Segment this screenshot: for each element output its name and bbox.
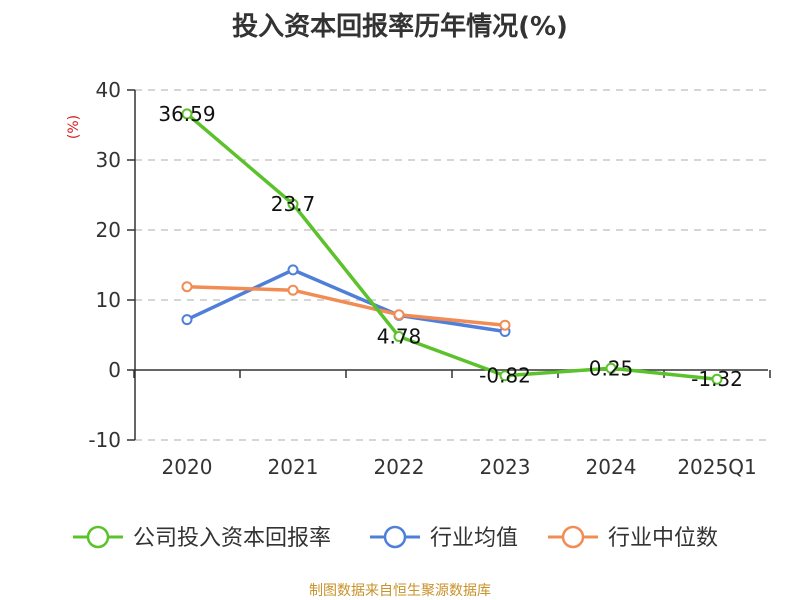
data-label: -0.82: [479, 364, 531, 388]
source-note: 制图数据来自恒生聚源数据库: [309, 583, 491, 599]
data-point: [393, 331, 405, 343]
legend-item: 行业中位数: [548, 525, 718, 551]
data-point: [499, 370, 511, 382]
y-tick-label: 40: [96, 78, 121, 102]
series-line-1: [186, 268, 506, 334]
x-tick-label: 2022: [374, 455, 425, 479]
legend: 公司投入资本回报率 行业均值 行业中位数: [73, 525, 718, 551]
x-tick-label: 2025Q1: [677, 455, 756, 479]
y-tick-label: 20: [96, 218, 121, 242]
legend-item: 行业均值: [370, 525, 518, 551]
x-tick-label: 2021: [268, 455, 319, 479]
series-layer: [181, 108, 723, 385]
x-tick-label: 2023: [480, 455, 531, 479]
legend-label: 行业中位数: [608, 526, 718, 551]
legend-item: 公司投入资本回报率: [73, 525, 331, 551]
x-tick-label: 2020: [162, 455, 213, 479]
data-point: [181, 281, 193, 293]
legend-marker: [383, 525, 407, 549]
data-point: [181, 314, 193, 326]
data-label: 23.7: [271, 192, 316, 216]
legend-marker: [561, 525, 585, 549]
series-line-2: [186, 284, 506, 327]
data-point: [499, 319, 511, 331]
y-tick-label: -10: [88, 428, 121, 452]
data-point: [181, 108, 193, 120]
data-point: [287, 264, 299, 276]
data-point: [605, 362, 617, 374]
data-label: 0.25: [589, 356, 634, 380]
data-point: [711, 373, 723, 385]
y-tick-label: 0: [108, 358, 121, 382]
data-label: 36.59: [158, 102, 215, 126]
axis-layer: -10 0 10 20 30 40 2020 2021 2022 2023 2024 2025Q1 (%…: [66, 78, 771, 479]
legend-label: 行业均值: [430, 526, 518, 551]
y-axis-unit-label: (%): [66, 115, 82, 139]
label-layer: 36.59 23.7 4.78 -0.82 0.25 -1.32: [158, 102, 743, 391]
series-line-0: [185, 112, 718, 381]
x-tick-label: 2024: [586, 455, 637, 479]
data-label: -1.32: [691, 367, 743, 391]
legend-marker: [86, 525, 110, 549]
data-point: [287, 198, 299, 210]
chart-title: 投入资本回报率历年情况(%): [232, 12, 568, 42]
grid-layer: [135, 89, 768, 441]
y-tick-label: 30: [96, 148, 121, 172]
data-point: [393, 309, 405, 321]
y-tick-label: 10: [96, 288, 121, 312]
legend-label: 公司投入资本回报率: [133, 526, 331, 551]
data-label: 4.78: [377, 325, 422, 349]
data-point: [287, 284, 299, 296]
